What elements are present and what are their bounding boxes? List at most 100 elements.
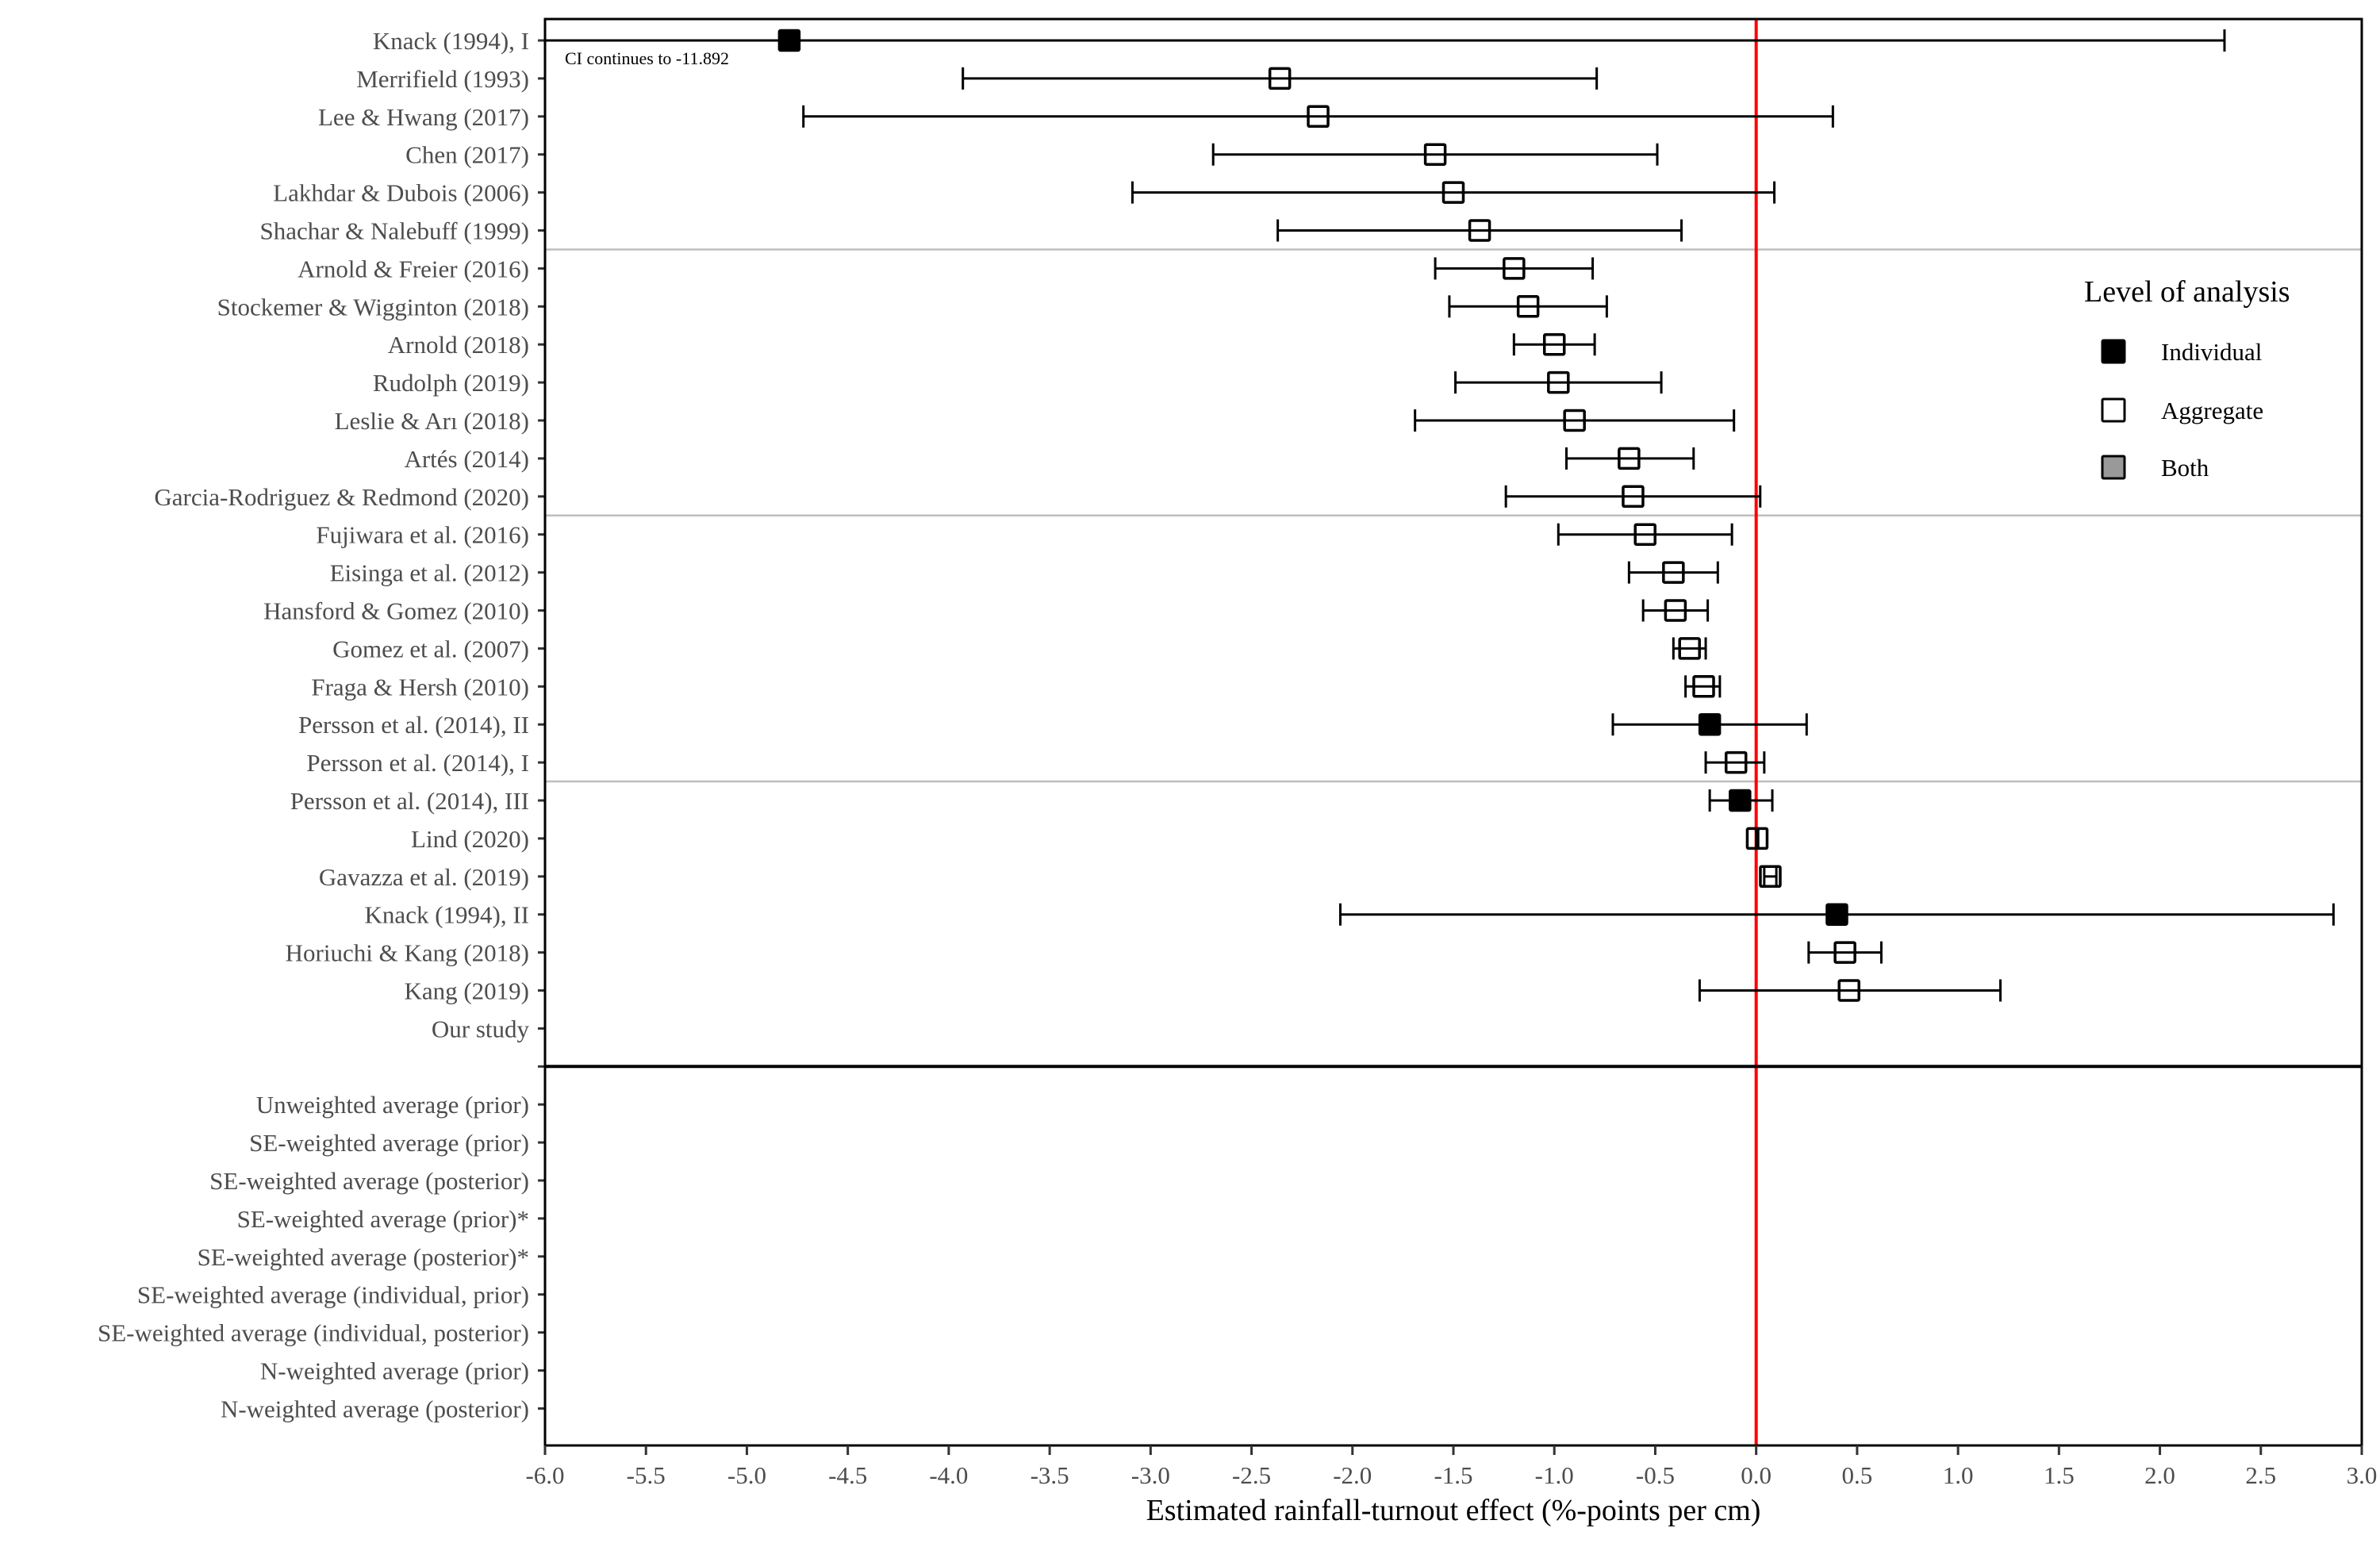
point-estimate-marker — [1503, 257, 1526, 280]
y-tick-label: Eisinga et al. (2012) — [330, 559, 529, 587]
x-tick-label: -4.5 — [828, 1461, 867, 1489]
study-row — [1434, 257, 1595, 280]
legend-label: Aggregate — [2161, 397, 2263, 424]
y-tick-label: Gavazza et al. (2019) — [319, 863, 529, 891]
legend-item: Individual — [2101, 338, 2262, 366]
study-row — [1807, 941, 1883, 964]
study-row — [1512, 332, 1596, 356]
y-tick-label: Merrifield (1993) — [356, 65, 529, 93]
legend-label: Individual — [2161, 338, 2262, 366]
legend-item: Aggregate — [2101, 397, 2263, 424]
point-estimate-marker — [1423, 143, 1447, 166]
y-tick-label: Garcia-Rodriguez & Redmond (2020) — [154, 483, 529, 511]
y-tick-label: SE-weighted average (prior) — [249, 1129, 529, 1157]
point-estimate-marker — [1268, 67, 1292, 90]
y-tick-label: Lee & Hwang (2017) — [318, 103, 529, 131]
x-tick-label: 2.0 — [2144, 1461, 2175, 1489]
point-estimate-marker — [1307, 105, 1330, 129]
y-tick-label: N-weighted average (posterior) — [221, 1395, 529, 1422]
legend-key-both — [2101, 455, 2126, 480]
legend-key-individual — [2101, 339, 2126, 364]
y-tick-label: Persson et al. (2014), II — [298, 711, 529, 739]
y-tick-label: Fraga & Hersh (2010) — [311, 673, 529, 701]
point-estimate-marker — [1833, 941, 1856, 964]
y-tick-label: Kang (2019) — [404, 977, 529, 1005]
study-row — [1698, 979, 2002, 1002]
y-tick-label: Gomez et al. (2007) — [332, 635, 529, 662]
point-estimate-marker — [1745, 827, 1769, 850]
study-row — [962, 67, 1599, 90]
x-tick-label: 0.0 — [1741, 1461, 1772, 1489]
point-estimate-marker — [777, 29, 801, 52]
y-tick-label: Shachar & Nalebuff (1999) — [260, 217, 529, 245]
study-row — [1759, 865, 1782, 889]
x-axis-ticks: -6.0 -5.5 -5.0 -4.5 -4.0 -3.5 -3.0 -2.5 -2.0 -1.5… — [525, 1445, 2377, 1489]
point-estimate-marker — [1664, 599, 1687, 622]
x-tick-label: 0.5 — [1842, 1461, 1873, 1489]
x-tick-label: -5.0 — [727, 1461, 766, 1489]
study-row — [1611, 712, 1808, 736]
y-tick-label: Chen (2017) — [405, 141, 529, 169]
x-tick-label: -6.0 — [525, 1461, 564, 1489]
y-axis-labels: Knack (1994), I Merrifield (1993) Lee & Hw… — [98, 27, 530, 1422]
legend: Level of analysis Individual Aggregate Bot… — [2084, 275, 2290, 482]
point-estimate-marker — [1618, 447, 1641, 470]
legend-label: Both — [2161, 454, 2209, 482]
point-estimate-marker — [1729, 789, 1752, 812]
x-tick-label: -5.5 — [627, 1461, 666, 1489]
x-tick-label: 2.5 — [2245, 1461, 2276, 1489]
point-estimate-marker — [1724, 750, 1748, 774]
y-tick-label: Unweighted average (prior) — [256, 1091, 529, 1119]
y-tick-label: Lakhdar & Dubois (2006) — [273, 179, 529, 207]
y-tick-label: Knack (1994), I — [373, 27, 529, 55]
x-tick-label: 3.0 — [2347, 1461, 2378, 1489]
legend-item: Both — [2101, 454, 2209, 482]
y-tick-label: SE-weighted average (individual, posteri… — [98, 1319, 529, 1347]
point-estimate-marker — [1662, 561, 1685, 584]
ci-continuation-note: CI continues to -11.892 — [565, 48, 729, 68]
x-tick-label: -0.5 — [1636, 1461, 1675, 1489]
study-row — [1627, 561, 1719, 584]
y-tick-label: N-weighted average (prior) — [260, 1357, 529, 1385]
y-tick-label: Artés (2014) — [404, 445, 529, 473]
study-row — [1557, 523, 1733, 546]
study-row — [802, 105, 1834, 129]
y-tick-label: Knack (1994), II — [365, 901, 529, 929]
study-row — [1504, 485, 1762, 509]
study-rows — [545, 29, 2335, 1002]
y-tick-label: Fujiwara et al. (2016) — [316, 521, 529, 549]
x-tick-label: 1.0 — [1943, 1461, 1974, 1489]
point-estimate-marker — [1678, 637, 1701, 660]
point-estimate-marker — [1468, 219, 1491, 242]
study-row — [1130, 181, 1776, 204]
point-estimate-marker — [1542, 332, 1566, 356]
study-row — [1454, 370, 1663, 394]
x-tick-label: -3.0 — [1131, 1461, 1170, 1489]
y-tick-label: Persson et al. (2014), I — [306, 749, 529, 777]
point-estimate-marker — [1759, 865, 1782, 889]
point-estimate-marker — [1837, 979, 1860, 1002]
study-row — [1448, 295, 1608, 318]
y-tick-label: SE-weighted average (posterior) — [209, 1167, 529, 1195]
y-tick-label: Persson et al. (2014), III — [290, 787, 529, 815]
point-estimate-marker — [1698, 712, 1722, 736]
study-row — [1684, 675, 1722, 698]
study-row — [1745, 827, 1769, 850]
study-row — [1641, 599, 1710, 622]
plot-panel-border — [543, 17, 2363, 1447]
study-row — [1672, 637, 1707, 660]
study-row — [1211, 143, 1659, 166]
y-tick-label: SE-weighted average (individual, prior) — [137, 1281, 529, 1309]
y-tick-label: Arnold (2018) — [388, 331, 529, 359]
study-row — [1339, 903, 2335, 926]
y-tick-label: SE-weighted average (prior)* — [237, 1205, 529, 1233]
x-tick-label: 1.5 — [2044, 1461, 2075, 1489]
y-tick-label: SE-weighted average (posterior)* — [198, 1243, 529, 1271]
x-tick-label: -3.5 — [1031, 1461, 1069, 1489]
y-tick-label: Rudolph (2019) — [373, 369, 529, 397]
group-separators — [545, 248, 2362, 783]
point-estimate-marker — [1547, 370, 1570, 394]
study-row — [1704, 750, 1766, 774]
study-row — [1564, 447, 1695, 470]
point-estimate-marker — [1692, 675, 1715, 698]
